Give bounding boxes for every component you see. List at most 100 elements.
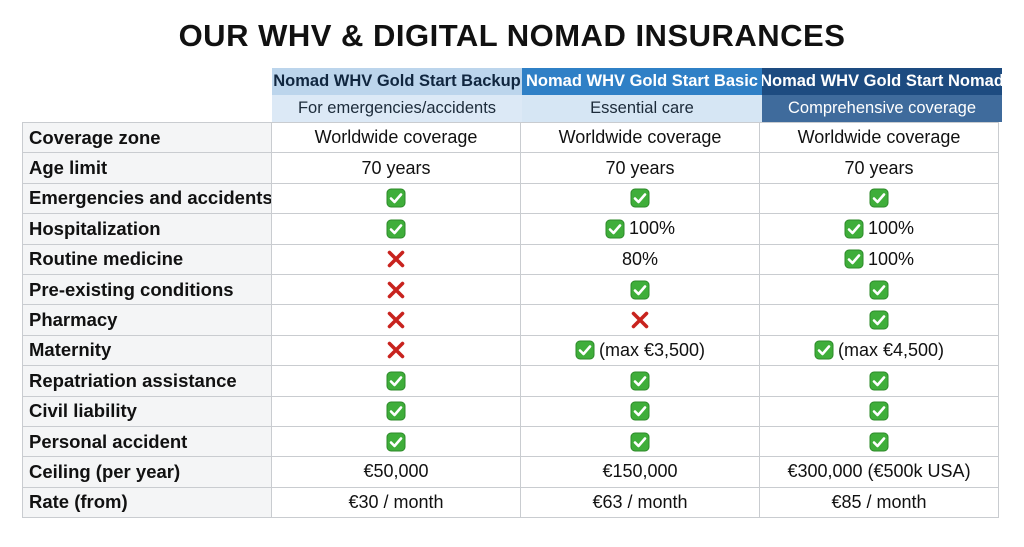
table-cell: Worldwide coverage [271,122,521,154]
row-label: Personal accident [22,425,272,458]
cell-text: 70 years [605,157,675,178]
check-icon [630,432,650,452]
check-icon [869,371,889,391]
table-row: Pre-existing conditions [22,273,1002,306]
check-icon [630,401,650,421]
table-row: Emergencies and accidents [22,182,1002,215]
check-icon [869,432,889,452]
table-cell [520,304,760,336]
plan-subtitle: Comprehensive coverage [762,95,1002,122]
cell-text: Worldwide coverage [314,127,478,148]
table-row: Maternity (max €3,500) (max €4,500) [22,334,1002,367]
table-cell [271,425,521,458]
table-row: Pharmacy [22,304,1002,336]
blank-cell [22,95,272,122]
cross-icon [387,281,405,298]
cell-text: (max €3,500) [598,339,706,360]
title: OUR WHV & DIGITAL NOMAD INSURANCES [178,18,846,53]
row-label: Repatriation assistance [22,365,272,397]
cell-text: €85 / month [831,491,927,512]
table-cell [271,395,521,427]
table-cell [520,273,760,306]
plan-name: Nomad WHV Gold Start Nomad [762,68,1002,95]
check-icon [814,340,834,360]
row-label: Hospitalization [22,213,272,245]
table-cell [271,182,521,215]
table-cell: €300,000 (€500k USA) [759,456,999,488]
table-row: Rate (from) €30 / month €63 / month €85 / m… [22,486,1002,519]
table-row: Routine medicine 80% 100% [22,243,1002,275]
header-row: For emergencies/accidents Essential care C… [22,95,1002,122]
check-icon [630,280,650,300]
cell-text: Worldwide coverage [558,127,722,148]
table-cell: Worldwide coverage [759,122,999,154]
table-cell [759,395,999,427]
table-cell [759,182,999,215]
table-cell [759,304,999,336]
check-icon [386,188,406,208]
table-cell [520,182,760,215]
check-icon [869,401,889,421]
row-label: Maternity [22,334,272,367]
check-icon [575,340,595,360]
table-cell: 70 years [271,152,521,184]
row-label: Pre-existing conditions [22,273,272,306]
cell-text: 80% [621,248,659,269]
table-cell: €85 / month [759,486,999,519]
check-icon [605,219,625,239]
table-cell [271,273,521,306]
table-row: Ceiling (per year) €50,000 €150,000 €300,00… [22,456,1002,488]
header-row: Nomad WHV Gold Start Backup Nomad WHV Gol… [22,68,1002,95]
row-label: Rate (from) [22,486,272,519]
table-cell [759,273,999,306]
table-cell [759,365,999,397]
cell-text: €63 / month [592,491,688,512]
table-row: Personal accident [22,425,1002,458]
table-cell [271,243,521,275]
table-cell: €30 / month [271,486,521,519]
table-cell: 100% [520,213,760,245]
table-cell [271,365,521,397]
table-row: Repatriation assistance [22,365,1002,397]
table-cell: €63 / month [520,486,760,519]
row-label: Civil liability [22,395,272,427]
check-icon [386,219,406,239]
cell-text: €300,000 (€500k USA) [787,461,971,482]
check-icon [386,371,406,391]
check-icon [630,371,650,391]
row-label: Age limit [22,152,272,184]
check-icon [869,188,889,208]
check-icon [869,280,889,300]
cross-icon [631,311,649,329]
table-row: Age limit 70 years 70 years 70 years [22,152,1002,184]
cell-text: €30 / month [348,491,444,512]
check-icon [630,188,650,208]
table-cell [271,304,521,336]
table-cell: €150,000 [520,456,760,488]
check-icon [386,401,406,421]
cross-icon [387,311,405,329]
plan-subtitle: For emergencies/accidents [272,95,522,122]
cell-text: €50,000 [363,461,429,482]
plan-subtitle: Essential care [522,95,762,122]
table-row: Civil liability [22,395,1002,427]
row-label: Routine medicine [22,243,272,275]
table-cell [271,334,521,367]
check-icon [844,249,864,269]
table-row: Coverage zone Worldwide coverage Worldwide… [22,122,1002,154]
row-label: Emergencies and accidents [22,182,272,215]
cell-text: 100% [867,248,915,269]
plan-name: Nomad WHV Gold Start Basic [522,68,762,95]
table-cell: 70 years [520,152,760,184]
table-cell [759,425,999,458]
check-icon [844,219,864,239]
cross-icon [387,250,405,268]
table-cell: 70 years [759,152,999,184]
check-icon [869,310,889,330]
row-label: Ceiling (per year) [22,456,272,488]
cell-text: 70 years [361,157,431,178]
table-cell: 100% [759,243,999,275]
check-icon [386,432,406,452]
table-cell: (max €3,500) [520,334,760,367]
